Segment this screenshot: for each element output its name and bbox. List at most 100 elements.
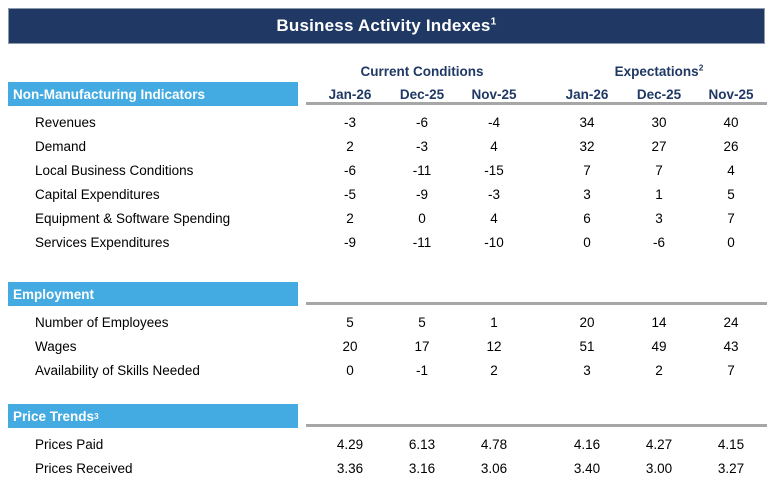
- column-header: Dec-25: [636, 86, 682, 102]
- section-header-non-manufacturing-indicators: Non-Manufacturing Indicators: [8, 82, 298, 106]
- value-cell: -10: [484, 234, 504, 250]
- value-cell: -3: [487, 186, 500, 202]
- value-cell: 6.13: [408, 436, 436, 452]
- value-cell: 0: [418, 210, 426, 226]
- value-cell: 3.16: [408, 460, 436, 476]
- value-cell: 5: [418, 314, 426, 330]
- section-header-price-trends: Price Trends 3: [8, 404, 298, 428]
- row-label: Services Expenditures: [35, 234, 170, 250]
- value-cell: -9: [343, 234, 356, 250]
- row-label: Prices Received: [35, 460, 133, 476]
- value-cell: 4.78: [480, 436, 508, 452]
- section-header-employment: Employment: [8, 282, 298, 306]
- page-title: Business Activity Indexes1: [276, 15, 497, 35]
- section-non-manufacturing-rows: Revenues -3 -6 -4 34 30 40 Demand 2 -3 4…: [0, 106, 773, 254]
- value-cell: 5: [727, 186, 735, 202]
- value-cell: 6: [583, 210, 591, 226]
- value-cell: 4: [490, 138, 498, 154]
- value-cell: -4: [487, 114, 500, 130]
- column-header: Nov-25: [471, 86, 517, 102]
- value-cell: 20: [342, 338, 358, 354]
- value-cell: -6: [415, 114, 428, 130]
- table-row: Services Expenditures -9 -11 -10 0 -6 0: [0, 230, 773, 254]
- value-cell: -6: [652, 234, 665, 250]
- title-bar: Business Activity Indexes1: [8, 8, 765, 44]
- value-cell: 43: [723, 338, 739, 354]
- table-row: Wages 20 17 12 51 49 43: [0, 334, 773, 358]
- column-header: Nov-25: [708, 86, 754, 102]
- value-cell: 4.16: [573, 436, 601, 452]
- section-underline-rule: [306, 424, 767, 427]
- value-cell: 3.27: [717, 460, 745, 476]
- table-row: Capital Expenditures -5 -9 -3 3 1 5: [0, 182, 773, 206]
- section-employment-rows: Number of Employees 5 5 1 20 14 24 Wages…: [0, 306, 773, 382]
- table-row: Prices Received 3.36 3.16 3.06 3.40 3.00…: [0, 456, 773, 480]
- table-row: Prices Paid 4.29 6.13 4.78 4.16 4.27 4.1…: [0, 432, 773, 456]
- column-header: Jan-26: [328, 86, 372, 102]
- row-label: Revenues: [35, 114, 96, 130]
- row-label: Equipment & Software Spending: [35, 210, 231, 226]
- value-cell: 0: [346, 362, 354, 378]
- value-cell: 49: [651, 338, 667, 354]
- value-cell: 2: [655, 362, 663, 378]
- value-cell: 20: [579, 314, 595, 330]
- value-cell: 3.06: [480, 460, 508, 476]
- section-header-row-price-trends: Price Trends 3: [0, 404, 773, 428]
- table-row: Revenues -3 -6 -4 34 30 40: [0, 110, 773, 134]
- row-label: Capital Expenditures: [35, 186, 160, 202]
- table-row: Availability of Skills Needed 0 -1 2 3 2…: [0, 358, 773, 382]
- table-row: Local Business Conditions -6 -11 -15 7 7…: [0, 158, 773, 182]
- value-cell: 7: [727, 362, 735, 378]
- table-row: Demand 2 -3 4 32 27 26: [0, 134, 773, 158]
- value-cell: -3: [343, 114, 356, 130]
- value-cell: 17: [414, 338, 430, 354]
- value-cell: 7: [727, 210, 735, 226]
- section-price-trends-rows: Prices Paid 4.29 6.13 4.78 4.16 4.27 4.1…: [0, 428, 773, 480]
- column-group-header-row: Current Conditions Expectations2: [0, 60, 773, 82]
- value-cell: -1: [415, 362, 428, 378]
- value-cell: 26: [723, 138, 739, 154]
- value-cell: -9: [415, 186, 428, 202]
- value-cell: 2: [346, 138, 354, 154]
- value-cell: 3.36: [336, 460, 364, 476]
- value-cell: 7: [655, 162, 663, 178]
- value-cell: -6: [343, 162, 356, 178]
- value-cell: 3: [583, 362, 591, 378]
- value-cell: 2: [490, 362, 498, 378]
- value-cell: -3: [415, 138, 428, 154]
- column-group-current-conditions: Current Conditions: [360, 63, 484, 79]
- value-cell: 32: [579, 138, 595, 154]
- value-cell: 51: [579, 338, 595, 354]
- value-cell: 2: [346, 210, 354, 226]
- value-cell: 30: [651, 114, 667, 130]
- value-cell: -5: [343, 186, 356, 202]
- value-cell: 24: [723, 314, 739, 330]
- value-cell: -11: [412, 162, 432, 178]
- row-label: Local Business Conditions: [35, 162, 194, 178]
- value-cell: 0: [727, 234, 735, 250]
- value-cell: 4.27: [645, 436, 673, 452]
- value-cell: 12: [486, 338, 502, 354]
- value-cell: -15: [484, 162, 504, 178]
- value-cell: 1: [655, 186, 663, 202]
- value-cell: 3.00: [645, 460, 673, 476]
- value-cell: 14: [651, 314, 667, 330]
- title-footnote-marker: 1: [490, 15, 497, 28]
- value-cell: 27: [651, 138, 667, 154]
- value-cell: 4.15: [717, 436, 745, 452]
- value-cell: 4: [727, 162, 735, 178]
- value-cell: 3: [655, 210, 663, 226]
- value-cell: 4: [490, 210, 498, 226]
- section-header-row-employment: Employment: [0, 282, 773, 306]
- group-footnote-marker: 2: [698, 62, 704, 72]
- value-cell: 0: [583, 234, 591, 250]
- value-cell: 1: [490, 314, 498, 330]
- table-row: Number of Employees 5 5 1 20 14 24: [0, 310, 773, 334]
- value-cell: -11: [412, 234, 432, 250]
- column-header: Jan-26: [565, 86, 609, 102]
- column-header-row: Non-Manufacturing Indicators Jan-26 Dec-…: [0, 82, 773, 106]
- column-group-expectations: Expectations2: [614, 62, 704, 79]
- table-row: Equipment & Software Spending 2 0 4 6 3 …: [0, 206, 773, 230]
- section-underline-rule: [306, 302, 767, 305]
